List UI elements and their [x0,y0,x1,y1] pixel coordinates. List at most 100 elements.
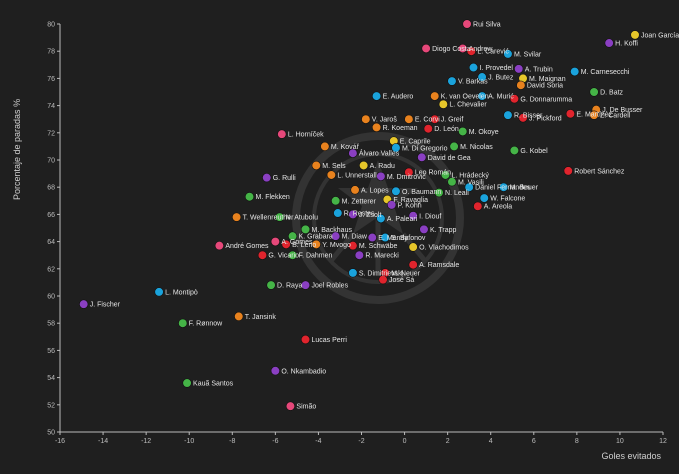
x-tick-label: -2 [358,438,364,445]
point-label: Robert Sánchez [574,168,625,175]
point-label: G. Vicario [268,253,299,260]
data-points [79,19,640,411]
point-label: B. Leno [292,242,316,249]
data-point [421,43,431,54]
point-label: F. Dahmen [299,253,333,260]
data-point [419,224,429,234]
data-point [361,114,371,124]
point-label: Rui Silva [473,22,501,29]
point-label: Lucas Perri [312,337,348,344]
data-point [468,62,479,73]
data-point [509,145,520,156]
point-label: M. Diaw [342,234,368,241]
data-point [331,196,341,206]
point-label: M. Okoye [469,129,499,136]
point-label: R. Restes [344,211,375,218]
data-point [565,109,575,119]
data-point [257,250,268,260]
data-point [244,192,255,202]
data-point [479,193,489,203]
point-label: K. Grabara [299,234,333,241]
point-label: L. Unnerstall [337,172,377,179]
data-point [79,299,89,309]
point-label: K. van Oevelen [441,94,489,101]
x-tick-label: -4 [315,438,321,445]
point-label: I. Provedel [479,65,513,72]
data-point [464,182,474,192]
data-point [434,188,444,198]
data-point [266,280,276,290]
point-label: T. Wellenreuther [243,215,295,222]
point-label: O. Baumann [402,189,441,196]
y-tick-label: 56 [47,348,55,355]
data-point [516,80,526,90]
data-point [333,208,343,218]
point-label: S. Safonov [391,235,426,242]
data-point [417,152,427,162]
data-point [275,212,285,222]
point-label: Álvaro Valles [359,149,400,158]
data-point [563,166,573,176]
point-label: J. Zsolt [359,212,382,219]
point-label: J. Greif [441,117,464,124]
y-tick-label: 68 [47,185,55,192]
data-point [348,209,358,219]
x-tick-label: -10 [184,438,194,445]
point-label: E. Martínez [576,111,612,118]
data-point [178,318,188,328]
point-label: L. Chevalier [449,102,487,109]
x-axis-label: Goles evitados [601,451,661,461]
data-point [354,250,364,260]
point-label: M. Di Gregorio [402,145,448,152]
point-label: I. Diouf [419,213,441,220]
data-point [270,366,280,376]
x-tick-label: 4 [489,438,493,445]
data-point [430,114,440,124]
point-label: L. Horníček [288,132,324,139]
point-label: P. Kohn [398,202,422,209]
y-tick-label: 74 [47,103,55,110]
data-point [182,378,192,388]
point-label: N. Leali [445,190,469,197]
data-point [503,110,513,120]
point-label: M. Sels [322,163,346,170]
data-point [630,30,640,40]
data-point [391,143,401,153]
y-tick-label: 72 [47,130,55,137]
data-point [300,334,311,345]
point-label: F. Rønnow [189,321,223,328]
axes: -16 -14 -12 -10 -8 -6 -4 -2 0 2 4 6 8 10 1250525456586… [47,22,667,446]
point-label: A. Areola [484,204,513,211]
point-label: M. Beuer [510,185,539,192]
point-label: H. Koffi [615,41,638,48]
data-point [449,141,459,151]
point-label: G. Kobel [520,148,548,155]
data-point [359,160,369,171]
point-label: O. Nkambadio [281,368,326,375]
data-point [348,148,358,158]
y-tick-label: 60 [47,294,55,301]
y-tick-label: 76 [47,76,55,83]
point-label: A. Ramsdale [419,262,459,269]
data-point [503,49,513,59]
data-point [589,110,599,120]
data-point [311,160,321,171]
data-point [404,114,414,124]
point-label: A. Paleari [387,216,418,223]
data-point [408,242,418,252]
x-tick-label: -14 [98,438,108,445]
x-tick-label: 12 [659,438,667,445]
data-point [430,91,440,101]
point-label: J. Butez [488,75,514,82]
point-label: M. Svilar [514,51,542,58]
data-point [371,122,382,132]
y-tick-label: 64 [47,239,55,246]
point-label: M. Neuer [391,270,420,277]
y-tick-label: 66 [47,212,55,219]
point-label: D. Raya [277,283,302,290]
data-point [499,182,509,192]
data-point [466,46,476,56]
